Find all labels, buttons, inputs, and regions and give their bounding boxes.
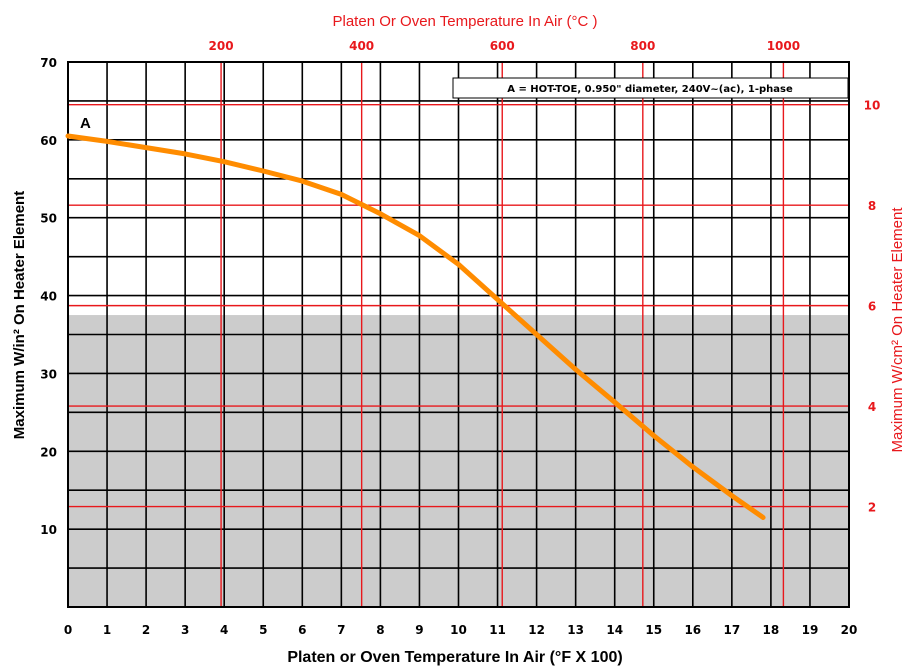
- legend-background: [452, 77, 849, 99]
- y-tick-label: 70: [40, 56, 57, 70]
- x-axis-title: Platen or Oven Temperature In Air (°F X …: [287, 649, 622, 666]
- top-tick-label: 800: [630, 39, 655, 53]
- right-tick-label: 2: [868, 501, 876, 515]
- right-tick-label: 8: [868, 199, 876, 213]
- y-tick-label: 10: [40, 523, 57, 537]
- x-axis-ticks: 0 1 2 3 4 5 6 7 8 9 10 11 12 13 14 15 16 17 18 19 20: [64, 623, 858, 637]
- x-tick-label: 18: [763, 623, 780, 637]
- top-tick-label: 600: [490, 39, 515, 53]
- x-tick-label: 3: [181, 623, 189, 637]
- left-y-axis-title: Maximum W/in² On Heater Element: [11, 191, 28, 439]
- x-tick-label: 4: [220, 623, 228, 637]
- right-tick-label: 6: [868, 300, 876, 314]
- x-tick-label: 2: [142, 623, 150, 637]
- x-tick-label: 6: [298, 623, 306, 637]
- top-tick-label: 200: [209, 39, 234, 53]
- black-grid: [67, 61, 850, 608]
- series-a-curve: [65, 133, 766, 520]
- x-tick-label: 19: [802, 623, 819, 637]
- x-tick-label: 8: [376, 623, 384, 637]
- x-tick-label: 15: [645, 623, 662, 637]
- x-tick-label: 11: [489, 623, 506, 637]
- top-axis-title: Platen Or Oven Temperature In Air (°C ): [333, 13, 598, 30]
- y-tick-label: 20: [40, 445, 57, 459]
- y-tick-label: 30: [40, 367, 57, 381]
- legend-box: A = HOT-TOE, 0.950" diameter, 240V~(ac),…: [452, 77, 849, 99]
- x-tick-label: 10: [450, 623, 467, 637]
- series-a-label: A: [80, 115, 91, 132]
- legend-text: A = HOT-TOE, 0.950" diameter, 240V~(ac),…: [507, 84, 793, 95]
- right-tick-label: 10: [864, 99, 881, 113]
- x-tick-label: 13: [567, 623, 584, 637]
- x-tick-label: 12: [528, 623, 545, 637]
- x-tick-label: 9: [415, 623, 423, 637]
- x-tick-label: 0: [64, 623, 72, 637]
- x-tick-label: 16: [684, 623, 701, 637]
- top-axis-ticks: 200 400 600 800 1000: [209, 39, 801, 53]
- x-tick-label: 14: [606, 623, 623, 637]
- y-tick-label: 50: [40, 212, 57, 226]
- x-tick-label: 20: [841, 623, 858, 637]
- top-tick-label: 400: [349, 39, 374, 53]
- right-tick-label: 4: [868, 400, 876, 414]
- y-tick-label: 40: [40, 290, 57, 304]
- top-tick-label: 1000: [767, 39, 800, 53]
- right-y-axis-title: Maximum W/cm² On Heater Element: [889, 207, 906, 453]
- x-tick-label: 17: [723, 623, 740, 637]
- plot-frame: [67, 61, 850, 608]
- right-axis-ticks: 2 4 6 8 10: [864, 99, 881, 515]
- x-tick-label: 7: [337, 623, 345, 637]
- y-tick-label: 60: [40, 134, 57, 148]
- x-tick-label: 5: [259, 623, 267, 637]
- x-tick-label: 1: [103, 623, 111, 637]
- y-axis-ticks: 10 20 30 40 50 60 70: [40, 56, 57, 537]
- red-grid: [68, 62, 849, 607]
